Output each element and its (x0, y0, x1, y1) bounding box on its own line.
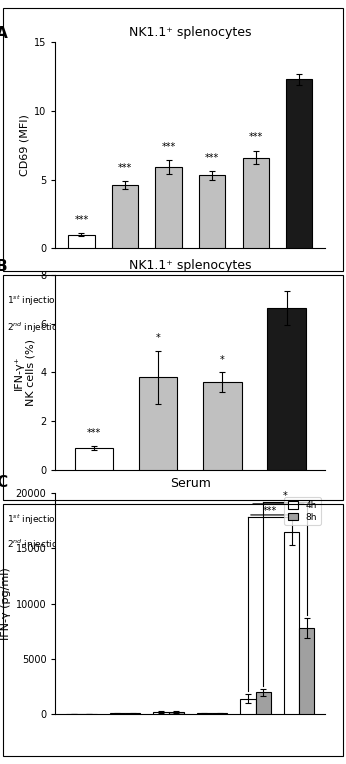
Bar (267, 308, 306, 470)
Text: R8: R8 (281, 538, 293, 547)
Text: ***: *** (248, 132, 263, 142)
Legend: 4h, 8h: 4h, 8h (284, 497, 321, 525)
Text: *: * (156, 333, 161, 343)
Bar (240, 699, 256, 714)
Text: *: * (220, 354, 225, 364)
Text: *: * (283, 490, 287, 500)
Title: NK1.1⁺ splenocytes: NK1.1⁺ splenocytes (129, 27, 252, 40)
Text: pIC: pIC (161, 293, 176, 303)
Text: Ø: Ø (78, 293, 85, 303)
Y-axis label: IFN-γ⁺
NK cells (%): IFN-γ⁺ NK cells (%) (14, 339, 36, 406)
Bar (69, 235, 94, 248)
Text: 1$^{st}$ injection:: 1$^{st}$ injection: (7, 513, 64, 527)
Text: Ø: Ø (90, 513, 98, 522)
Text: 2$^{nd}$ injection:: 2$^{nd}$ injection: (7, 320, 66, 335)
Y-axis label: IFN-γ (pg/ml): IFN-γ (pg/ml) (1, 567, 11, 640)
Text: B: B (0, 260, 8, 274)
Text: pIC: pIC (151, 513, 165, 522)
Text: Ø: Ø (121, 293, 128, 303)
Text: R8: R8 (217, 538, 228, 547)
Text: pIC: pIC (279, 513, 294, 522)
Bar (299, 628, 315, 714)
Text: pIC: pIC (151, 538, 165, 547)
Text: Ø: Ø (90, 538, 98, 547)
Bar (203, 382, 242, 470)
Title: NK1.1⁺ splenocytes: NK1.1⁺ splenocytes (129, 260, 252, 273)
Title: Serum: Serum (170, 478, 211, 490)
Text: ***: *** (118, 163, 132, 173)
Bar (284, 532, 299, 714)
Y-axis label: CD69 (MFI): CD69 (MFI) (20, 115, 30, 176)
Text: Ø: Ø (78, 320, 85, 329)
Bar (199, 176, 225, 248)
Text: R8: R8 (249, 293, 262, 303)
Bar (243, 157, 268, 248)
Text: pIC: pIC (292, 293, 307, 303)
Text: pIC: pIC (161, 320, 176, 329)
Bar (155, 167, 182, 248)
Text: pIC: pIC (118, 320, 132, 329)
Text: ***: *** (205, 153, 219, 163)
Bar (139, 377, 177, 470)
Bar (75, 448, 113, 470)
Text: ***: *** (162, 142, 176, 152)
Text: A: A (0, 25, 8, 40)
Text: R8: R8 (249, 320, 262, 329)
Bar (256, 692, 271, 714)
Text: C: C (0, 475, 7, 490)
Text: ***: *** (263, 506, 277, 516)
Bar (112, 185, 138, 248)
Text: ***: *** (74, 215, 89, 225)
Text: Ø: Ø (209, 293, 216, 303)
Text: R8: R8 (217, 513, 228, 522)
Bar (286, 79, 312, 248)
Bar (153, 712, 169, 714)
Text: 2$^{nd}$ injection:: 2$^{nd}$ injection: (7, 538, 66, 552)
Text: R8: R8 (206, 320, 218, 329)
Text: ***: *** (87, 428, 101, 438)
Bar (169, 712, 184, 714)
Text: 1$^{st}$ injection:: 1$^{st}$ injection: (7, 293, 64, 308)
Text: R8: R8 (293, 320, 305, 329)
